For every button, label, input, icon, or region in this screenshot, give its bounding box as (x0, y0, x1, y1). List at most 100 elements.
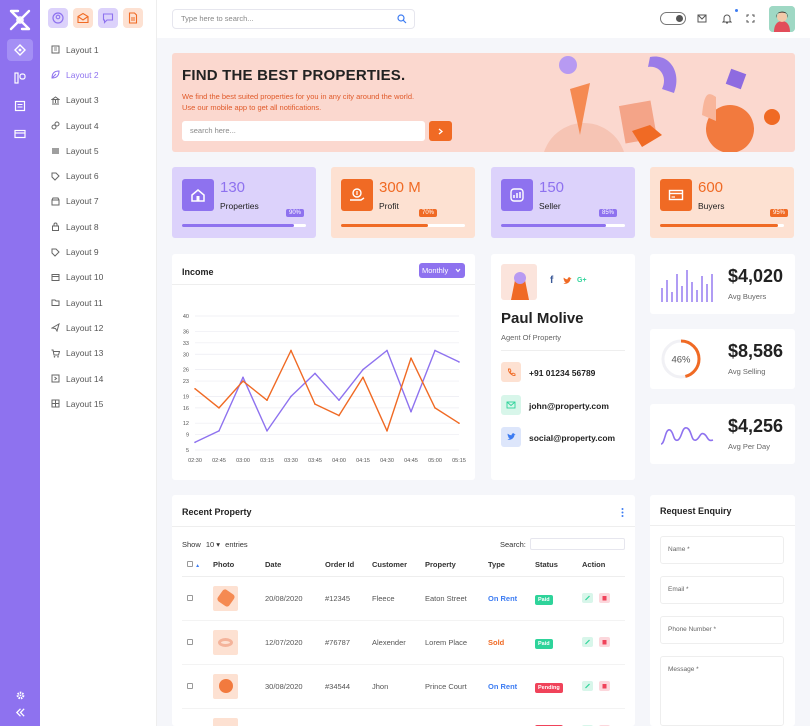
logo-icon[interactable] (8, 8, 32, 32)
leaf-icon (51, 70, 60, 79)
edit-icon[interactable] (582, 593, 593, 603)
window-icon (51, 273, 60, 282)
edit-icon[interactable] (582, 681, 593, 691)
cell-status: Paid (535, 620, 582, 665)
file-tab-icon[interactable] (123, 8, 143, 28)
y-tick-label: 33 (183, 341, 189, 347)
table-row-partial (182, 708, 625, 726)
phone-field[interactable]: Phone Number * (660, 616, 784, 644)
search-icon[interactable] (397, 14, 407, 24)
chevron-down-icon: ▾ (216, 540, 221, 549)
arrow-box-icon (51, 374, 60, 383)
sidebar-item-layout-9[interactable]: Layout 9 (40, 239, 157, 264)
user-avatar[interactable] (769, 6, 795, 32)
sidebar-item-label: Layout 10 (66, 272, 104, 283)
row-checkbox[interactable] (182, 576, 213, 621)
col-date[interactable]: Date (265, 554, 325, 577)
mail-tab-icon[interactable] (73, 8, 93, 28)
sidebar-item-layout-6[interactable]: Layout 6 (40, 163, 157, 188)
gear-icon[interactable] (7, 684, 33, 706)
col-action[interactable]: Action (582, 554, 625, 577)
recent-property-card: Recent Property Show 10 ▾ entries Search… (172, 495, 635, 726)
mail-icon[interactable] (697, 14, 707, 23)
hero-search-button[interactable] (429, 121, 452, 141)
stat-progress-track (660, 224, 784, 227)
sidebar-item-layout-11[interactable]: Layout 11 (40, 290, 157, 315)
more-vertical-icon[interactable] (621, 508, 624, 517)
sidebar-item-layout-4[interactable]: Layout 4 (40, 113, 157, 138)
row-checkbox[interactable] (182, 620, 213, 665)
col-status[interactable]: Status (535, 554, 582, 577)
agent-email[interactable]: john@property.com (529, 401, 609, 411)
entries-label: entries (225, 540, 248, 549)
stat-progress-track (341, 224, 465, 227)
edit-icon[interactable] (582, 637, 593, 647)
x-tick-label: 03:00 (236, 458, 250, 464)
sidebar-item-layout-5[interactable]: Layout 5 (40, 138, 157, 163)
col-type[interactable]: Type (488, 554, 535, 577)
sidebar-item-layout-14[interactable]: Layout 14 (40, 366, 157, 391)
chart-icon (501, 179, 533, 211)
delete-icon[interactable] (599, 593, 610, 603)
name-field[interactable]: Name * (660, 536, 784, 564)
col-customer[interactable]: Customer (372, 554, 425, 577)
google-plus-icon[interactable]: G+ (577, 277, 587, 284)
agent-role: Agent Of Property (501, 333, 562, 342)
row-checkbox[interactable] (182, 664, 213, 709)
user-tab-icon[interactable] (48, 8, 68, 28)
delete-icon[interactable] (599, 637, 610, 647)
sidebar-item-layout-2[interactable]: Layout 2 (40, 62, 157, 87)
chat-tab-icon[interactable] (98, 8, 118, 28)
agent-social[interactable]: social@property.com (529, 433, 616, 443)
col-photo[interactable]: Photo (213, 554, 265, 577)
diamond-icon[interactable] (7, 39, 33, 61)
cell-property: Prince Court (425, 664, 488, 709)
stat-value: 130 (220, 179, 246, 196)
collapse-icon[interactable] (7, 701, 33, 723)
stat-progress-fill (182, 224, 294, 227)
show-label: Show (182, 540, 201, 549)
theme-toggle[interactable] (660, 12, 686, 25)
x-tick-label: 03:15 (260, 458, 274, 464)
facebook-icon[interactable]: f (550, 275, 554, 286)
twitter-icon[interactable] (563, 277, 572, 285)
entries-select[interactable]: 10 ▾ (206, 540, 220, 549)
bars-sparkline (661, 270, 713, 302)
agent-photo (501, 264, 537, 300)
document-icon[interactable] (7, 95, 33, 117)
series-line-2 (194, 349, 460, 432)
table-row: 30/08/2020 #34544 Jhon Prince Court On R… (182, 664, 625, 709)
message-field[interactable]: Message * (660, 656, 784, 726)
sidebar-item-label: Layout 5 (66, 145, 99, 156)
select-all-checkbox[interactable]: ▲ (182, 554, 213, 577)
sidebar-item-layout-8[interactable]: Layout 8 (40, 214, 157, 239)
hero-search-input[interactable]: search here... (182, 121, 425, 141)
agent-phone[interactable]: +91 01234 56789 (529, 368, 596, 378)
sidebar-item-layout-13[interactable]: Layout 13 (40, 341, 157, 366)
sidebar-item-layout-3[interactable]: Layout 3 (40, 88, 157, 113)
progress-ring-arc (661, 339, 701, 379)
x-tick-label: 03:45 (308, 458, 322, 464)
kanban-icon[interactable] (7, 67, 33, 89)
fullscreen-icon[interactable] (746, 14, 755, 23)
sidebar-item-layout-1[interactable]: Layout 1 (40, 37, 157, 62)
sidebar-item-layout-10[interactable]: Layout 10 (40, 265, 157, 290)
data-point (362, 368, 364, 371)
period-select[interactable]: Monthly (419, 263, 465, 278)
delete-icon[interactable] (599, 681, 610, 691)
hero-line-2: Use our mobile app to get all notificati… (182, 103, 322, 112)
shop-icon (51, 197, 60, 206)
sidebar-item-layout-7[interactable]: Layout 7 (40, 189, 157, 214)
tag-icon (51, 172, 60, 181)
email-field[interactable]: Email * (660, 576, 784, 604)
sidebar-item-layout-15[interactable]: Layout 15 (40, 391, 157, 416)
bell-icon[interactable] (722, 13, 732, 24)
col-property[interactable]: Property (425, 554, 488, 577)
search-input[interactable]: Type here to search... (172, 9, 415, 29)
sidebar-item-label: Layout 3 (66, 95, 99, 106)
col-order-id[interactable]: Order Id (325, 554, 372, 577)
card-icon[interactable] (7, 123, 33, 145)
sidebar-menu: Layout 1 Layout 2 Layout 3 Layout 4 Layo… (40, 37, 157, 416)
table-search-input[interactable] (530, 538, 625, 550)
sidebar-item-layout-12[interactable]: Layout 12 (40, 315, 157, 340)
